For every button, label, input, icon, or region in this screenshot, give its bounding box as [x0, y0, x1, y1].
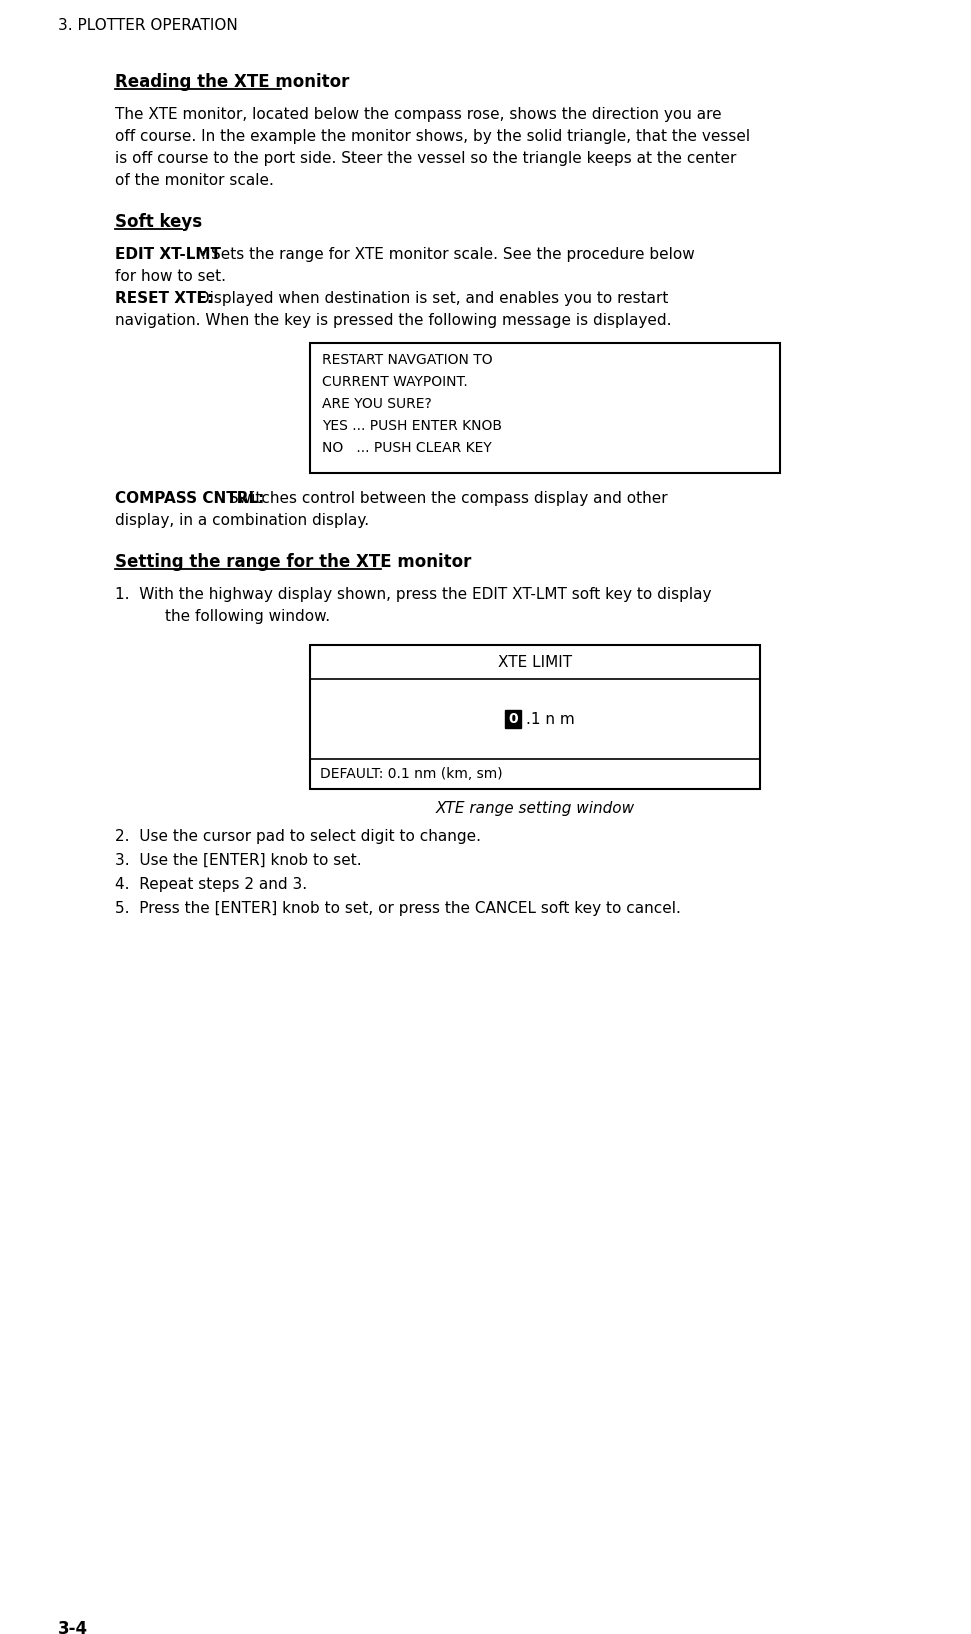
Text: YES ... PUSH ENTER KNOB: YES ... PUSH ENTER KNOB — [322, 418, 502, 433]
Text: CURRENT WAYPOINT.: CURRENT WAYPOINT. — [322, 374, 468, 389]
Text: Soft keys: Soft keys — [115, 212, 202, 230]
Text: EDIT XT-LMT: EDIT XT-LMT — [115, 247, 221, 261]
Text: navigation. When the key is pressed the following message is displayed.: navigation. When the key is pressed the … — [115, 314, 672, 328]
Text: Reading the XTE monitor: Reading the XTE monitor — [115, 74, 350, 92]
Text: the following window.: the following window. — [165, 609, 330, 624]
Text: XTE range setting window: XTE range setting window — [435, 801, 635, 815]
Text: DEFAULT: 0.1 nm (km, sm): DEFAULT: 0.1 nm (km, sm) — [320, 766, 503, 781]
Text: RESTART NAVGATION TO: RESTART NAVGATION TO — [322, 353, 492, 368]
Text: of the monitor scale.: of the monitor scale. — [115, 173, 274, 188]
Text: COMPASS CNTRL:: COMPASS CNTRL: — [115, 490, 264, 507]
Text: 3-4: 3-4 — [58, 1619, 88, 1634]
Text: display, in a combination display.: display, in a combination display. — [115, 513, 369, 528]
Text: Switches control between the compass display and other: Switches control between the compass dis… — [224, 490, 668, 507]
Bar — [505, 711, 521, 729]
Text: is off course to the port side. Steer the vessel so the triangle keeps at the ce: is off course to the port side. Steer th… — [115, 150, 736, 167]
Text: .1 n m: .1 n m — [526, 711, 575, 727]
Text: 5.  Press the [ENTER] knob to set, or press the CANCEL soft key to cancel.: 5. Press the [ENTER] knob to set, or pre… — [115, 900, 681, 917]
Text: 3. PLOTTER OPERATION: 3. PLOTTER OPERATION — [58, 18, 238, 33]
Bar — [310, 645, 760, 789]
Text: Displayed when destination is set, and enables you to restart: Displayed when destination is set, and e… — [193, 291, 668, 306]
Text: 4.  Repeat steps 2 and 3.: 4. Repeat steps 2 and 3. — [115, 877, 307, 892]
Text: : Sets the range for XTE monitor scale. See the procedure below: : Sets the range for XTE monitor scale. … — [201, 247, 694, 261]
Text: The XTE monitor, located below the compass rose, shows the direction you are: The XTE monitor, located below the compa… — [115, 106, 721, 123]
Text: for how to set.: for how to set. — [115, 270, 226, 284]
Bar — [310, 343, 780, 472]
Text: XTE LIMIT: XTE LIMIT — [498, 655, 572, 670]
Text: 0: 0 — [508, 712, 518, 725]
Text: NO   ... PUSH CLEAR KEY: NO ... PUSH CLEAR KEY — [322, 441, 491, 454]
Text: Setting the range for the XTE monitor: Setting the range for the XTE monitor — [115, 552, 471, 570]
Text: 1.  With the highway display shown, press the EDIT XT-LMT soft key to display: 1. With the highway display shown, press… — [115, 587, 712, 601]
Text: off course. In the example the monitor shows, by the solid triangle, that the ve: off course. In the example the monitor s… — [115, 129, 751, 144]
Text: RESET XTE:: RESET XTE: — [115, 291, 213, 306]
Text: 3.  Use the [ENTER] knob to set.: 3. Use the [ENTER] knob to set. — [115, 853, 361, 868]
Text: 2.  Use the cursor pad to select digit to change.: 2. Use the cursor pad to select digit to… — [115, 828, 481, 845]
Text: ARE YOU SURE?: ARE YOU SURE? — [322, 397, 432, 412]
